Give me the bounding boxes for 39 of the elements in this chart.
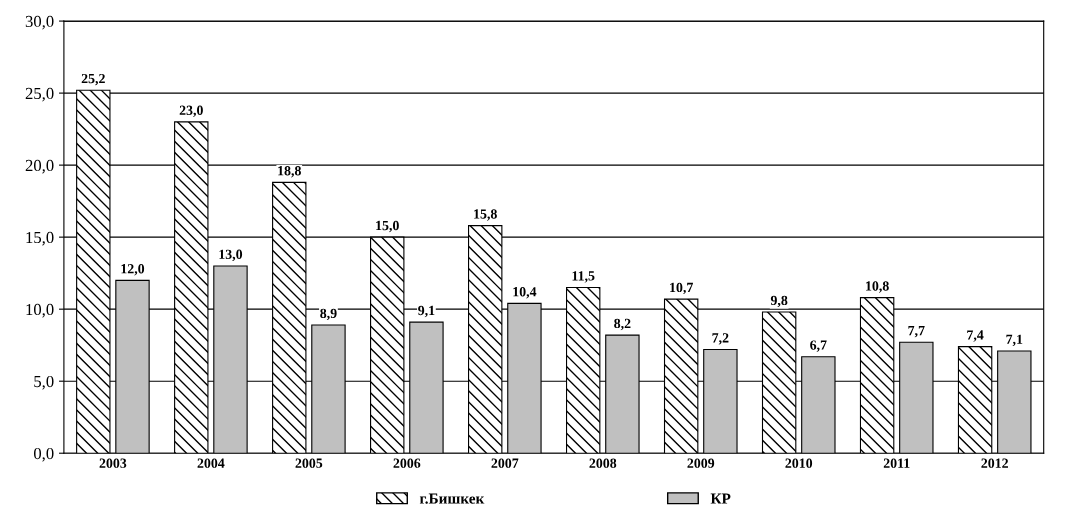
y-tick-label: 5,0 bbox=[34, 375, 54, 390]
x-tick-label: 2006 bbox=[393, 458, 421, 468]
x-tick-label: 2003 bbox=[99, 458, 127, 468]
data-label: 25,2 bbox=[81, 73, 105, 86]
y-tick-label: 30,0 bbox=[25, 15, 54, 30]
x-tick-label: 2010 bbox=[785, 458, 813, 468]
data-label: 7,7 bbox=[908, 326, 925, 338]
data-label: 9,8 bbox=[770, 295, 788, 308]
data-label: 9,1 bbox=[418, 305, 435, 318]
x-tick-label: 2008 bbox=[589, 458, 617, 468]
data-label: 15,0 bbox=[376, 220, 399, 233]
data-label: 23,0 bbox=[179, 105, 203, 117]
y-tick-label: 20,0 bbox=[25, 159, 54, 174]
data-label: 8,9 bbox=[320, 308, 337, 321]
legend-label: КР bbox=[710, 493, 731, 504]
y-tick-label: 0,0 bbox=[33, 447, 54, 462]
data-label: 18,8 bbox=[278, 166, 301, 178]
data-label: 10,8 bbox=[866, 281, 889, 293]
data-label: 10,4 bbox=[513, 287, 537, 299]
data-label: 7,2 bbox=[712, 333, 729, 345]
legend-label: г.Бишкек bbox=[419, 493, 485, 504]
x-tick-label: 2005 bbox=[295, 458, 323, 468]
y-tick-label: 10,0 bbox=[26, 303, 54, 318]
x-tick-label: 2007 bbox=[491, 458, 519, 468]
data-label: 15,8 bbox=[474, 209, 497, 221]
x-tick-label: 2012 bbox=[981, 458, 1008, 468]
data-label: 7,1 bbox=[1006, 334, 1023, 346]
y-tick-label: 15,0 bbox=[26, 231, 54, 246]
data-label: 6,7 bbox=[810, 340, 827, 352]
data-label: 10,7 bbox=[670, 282, 693, 295]
y-tick-label: 25,0 bbox=[25, 87, 54, 102]
data-label: 12,0 bbox=[121, 264, 145, 276]
x-tick-label: 2004 bbox=[197, 458, 225, 468]
x-tick-label: 2011 bbox=[883, 458, 910, 468]
x-tick-label: 2009 bbox=[687, 458, 715, 468]
data-label: 7,4 bbox=[967, 330, 984, 342]
data-label: 11,5 bbox=[572, 271, 595, 283]
data-label: 8,2 bbox=[614, 318, 631, 331]
data-label: 13,0 bbox=[219, 249, 243, 261]
